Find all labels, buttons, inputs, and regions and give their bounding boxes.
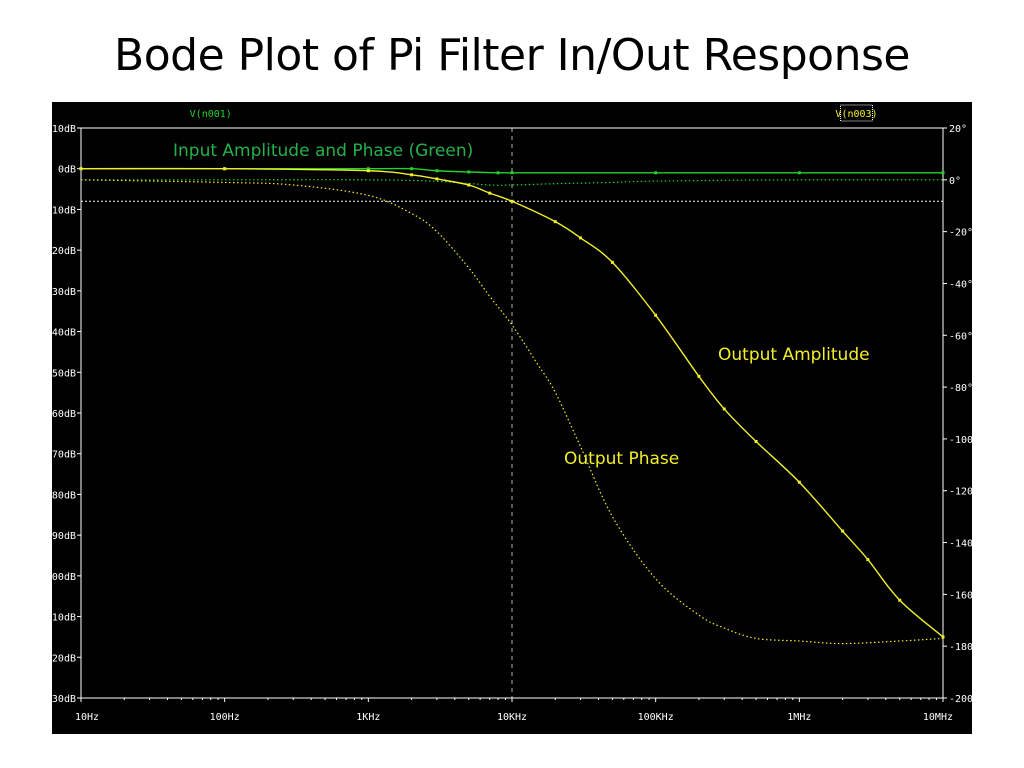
chart-annotation: Output Phase (564, 449, 679, 469)
x-tick-label: 100KHz (638, 712, 674, 723)
output-amplitude-line (80, 167, 944, 638)
y-left-tick-label: -100dB (52, 572, 76, 583)
output-amplitude-point (79, 167, 83, 171)
output-amplitude-point (654, 313, 658, 317)
y-right-tick-label: -80° (949, 383, 972, 394)
x-tick-label: 100Hz (210, 712, 240, 723)
output-amplitude-point (467, 183, 471, 187)
y-left-tick-label: -50dB (52, 368, 76, 379)
y-left-tick-label: 0dB (58, 165, 76, 176)
output-amplitude-point (754, 440, 758, 443)
input-amplitude-point (467, 170, 471, 174)
y-right-tick-label: -200° (949, 694, 972, 705)
x-tick-label: 1MHz (787, 712, 811, 723)
output-amplitude-point (866, 558, 870, 562)
legend-item-label: V(n001) (190, 109, 232, 120)
input-amplitude-point (654, 171, 658, 175)
output-amplitude-point (797, 480, 801, 484)
x-tick-label: 10KHz (497, 712, 527, 723)
output-amplitude-point (435, 177, 439, 181)
y-left-tick-label: -40dB (52, 328, 76, 339)
legend-item-box (840, 104, 874, 122)
output-amplitude-point (488, 191, 492, 195)
plot-frame (80, 127, 944, 699)
y-right-tick-label: -160° (949, 590, 972, 601)
output-amplitude-point (841, 529, 845, 533)
output-amplitude-point (510, 199, 514, 203)
y-right-tick-label: -100° (949, 435, 972, 446)
output-amplitude-point (697, 374, 701, 378)
input-amplitude-point (366, 167, 370, 171)
input-amplitude-point (410, 167, 414, 171)
input-amplitude-point (435, 169, 439, 173)
y-left-tick-label: -120dB (52, 653, 76, 664)
output-amplitude-point (223, 167, 227, 171)
y-right-tick-label: -180° (949, 642, 972, 653)
y-right-tick-label: 20° (949, 124, 967, 135)
slide-title: Bode Plot of Pi Filter In/Out Response (114, 30, 910, 81)
y-left-tick-label: -60dB (52, 409, 76, 420)
output-amplitude-point (610, 260, 614, 264)
y-left-tick-label: -70dB (52, 450, 76, 461)
y-right-tick-label: -40° (949, 279, 972, 290)
y-right-tick-label: -120° (949, 487, 972, 498)
input-amplitude-point (941, 171, 945, 175)
y-right-tick-label: 0° (949, 176, 961, 187)
y-left-tick-label: -80dB (52, 490, 76, 501)
input-amplitude-point (496, 171, 500, 175)
y-left-tick-label: -10dB (52, 205, 76, 216)
y-left-tick-label: -130dB (52, 694, 76, 705)
input-amplitude-point (797, 171, 801, 175)
output-amplitude-point (722, 407, 726, 411)
y-left-tick-label: -20dB (52, 246, 76, 257)
output-phase-line (80, 179, 944, 645)
y-right-tick-label: -20° (949, 228, 972, 239)
y-right-tick-label: -60° (949, 331, 972, 342)
y-left-tick-label: -30dB (52, 287, 76, 298)
output-amplitude-point (366, 169, 370, 173)
y-left-tick-label: -90dB (52, 531, 76, 542)
y-left-tick-label: -110dB (52, 613, 76, 624)
chart-annotation: Output Amplitude (718, 345, 870, 365)
output-amplitude-point (553, 220, 557, 224)
output-amplitude-point (410, 173, 414, 177)
bode-plot-panel: 10dB 0dB -10dB -20dB -30dB -40dB -50dB -60dB -70… (52, 102, 972, 734)
input-phase-line (80, 179, 944, 186)
input-amplitude-point (510, 171, 514, 175)
output-amplitude-point (579, 236, 583, 240)
output-amplitude-point (898, 598, 902, 602)
x-tick-label: 1KHz (356, 712, 380, 723)
x-tick-label: 10Hz (75, 712, 99, 723)
y-left-tick-label: 10dB (52, 124, 76, 135)
y-right-tick-label: -140° (949, 539, 972, 550)
x-tick-label: 10MHz (923, 712, 953, 723)
bode-plot-svg: 10dB 0dB -10dB -20dB -30dB -40dB -50dB -60dB -70… (52, 104, 972, 723)
legend-item-label: V(n003) (835, 109, 877, 120)
output-amplitude-point (941, 635, 945, 639)
chart-annotation: Input Amplitude and Phase (Green) (173, 141, 473, 161)
